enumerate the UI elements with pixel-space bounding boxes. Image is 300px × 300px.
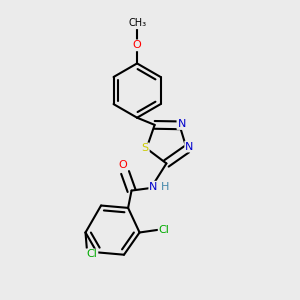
Text: Cl: Cl bbox=[159, 225, 170, 235]
Text: O: O bbox=[133, 40, 142, 50]
Text: N: N bbox=[149, 182, 158, 192]
Text: CH₃: CH₃ bbox=[128, 18, 146, 28]
Text: H: H bbox=[161, 182, 169, 192]
Text: O: O bbox=[118, 160, 127, 170]
Text: Cl: Cl bbox=[86, 250, 98, 260]
Text: N: N bbox=[185, 142, 194, 152]
Text: S: S bbox=[142, 143, 149, 153]
Text: N: N bbox=[177, 119, 186, 129]
